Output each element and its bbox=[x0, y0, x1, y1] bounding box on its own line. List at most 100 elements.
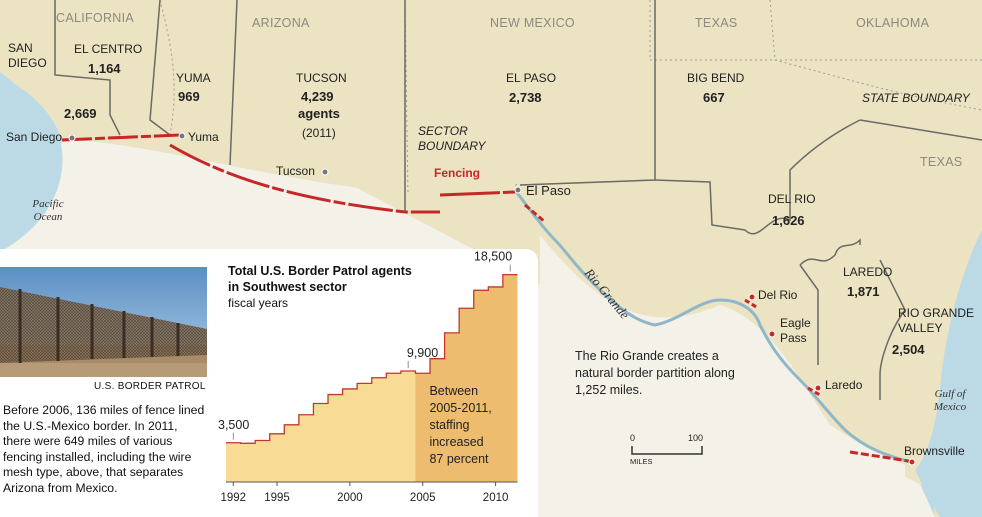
info-panel: U.S. BORDER PATROL Before 2006, 136 mile… bbox=[0, 249, 538, 517]
state-label-california: CALIFORNIA bbox=[56, 11, 135, 25]
sector-boundary-yuma-tucson bbox=[229, 0, 238, 166]
pacific-water bbox=[0, 72, 63, 252]
highlight-text-line-2: staffing bbox=[429, 418, 469, 432]
highlight-text-line-3: increased bbox=[429, 435, 483, 449]
fence-segment-west bbox=[61, 133, 181, 142]
sector-agents-big-bend: 667 bbox=[703, 90, 725, 105]
sector-label-rio-grande-valley-2: VALLEY bbox=[898, 321, 943, 335]
x-tick-label-2005: 2005 bbox=[410, 492, 436, 504]
sector-agents-rio-grande-valley: 2,504 bbox=[892, 342, 925, 357]
state-label-new-mexico: NEW MEXICO bbox=[490, 16, 575, 30]
sector-agents-el-centro: 1,164 bbox=[88, 61, 121, 76]
fence-note: Before 2006, 136 miles of fence lined th… bbox=[3, 403, 205, 495]
dot-tucson bbox=[321, 168, 329, 176]
river-note: The Rio Grande creates a natural border … bbox=[575, 349, 735, 397]
fence-photo bbox=[0, 267, 207, 377]
data-label-0: 3,500 bbox=[218, 418, 249, 432]
sector-agents-del-rio: 1,626 bbox=[772, 213, 805, 228]
chart-title: Total U.S. Border Patrol agents bbox=[228, 264, 412, 278]
state-boundaries bbox=[159, 0, 982, 196]
rio-grande-river bbox=[513, 189, 911, 464]
city-label-pass: Pass bbox=[780, 331, 807, 345]
highlight-text-line-1: 2005-2011, bbox=[429, 401, 491, 415]
sector-label-laredo: LAREDO bbox=[843, 265, 893, 279]
x-tick-label-1995: 1995 bbox=[264, 492, 290, 504]
dot-el-paso bbox=[514, 186, 522, 194]
sector-boundary-ec-yuma bbox=[149, 0, 171, 136]
sector-boundary-laredo-rgv bbox=[879, 259, 906, 400]
chart-subtitle: fiscal years bbox=[228, 296, 289, 310]
sector-label-yuma: YUMA bbox=[176, 71, 211, 85]
sector-boundary-sector-top bbox=[859, 119, 982, 141]
x-tick-label-2010: 2010 bbox=[483, 492, 509, 504]
fence-segment-arizona bbox=[169, 143, 440, 214]
sector-boundary-sd-ec bbox=[54, 0, 121, 136]
sector-label-el-paso: EL PASO bbox=[506, 71, 557, 85]
dot-brownsville bbox=[908, 458, 916, 466]
city-label-san-diego: San Diego bbox=[6, 130, 63, 144]
chart-plot-area: 1992 1995 2000 2005 2010 3,500 9,900 18,500 Betw… bbox=[218, 250, 518, 504]
city-label-del-rio: Del Rio bbox=[758, 288, 798, 302]
city-label-yuma: Yuma bbox=[188, 130, 219, 144]
chart-highlight-region bbox=[415, 274, 518, 482]
sector-agents-tucson-unit: agents bbox=[298, 106, 340, 121]
sector-label-del-rio: DEL RIO bbox=[768, 192, 816, 206]
chart-series-line bbox=[226, 273, 518, 444]
fence-lines bbox=[61, 133, 916, 464]
city-label-laredo: Laredo bbox=[825, 378, 863, 392]
us-mainland bbox=[0, 0, 982, 462]
scale-bar bbox=[631, 446, 703, 455]
city-label-brownsville: Brownsville bbox=[904, 444, 965, 458]
state-boundary-tx-ok bbox=[769, 0, 982, 111]
state-label-arizona: ARIZONA bbox=[252, 16, 310, 30]
highlight-text-line-4: 87 percent bbox=[429, 452, 489, 466]
city-label-el-paso: El Paso bbox=[526, 183, 571, 198]
sector-agents-tucson: 4,239 bbox=[301, 89, 334, 104]
sector-label-el-centro: EL CENTRO bbox=[74, 42, 143, 56]
x-tick-label-1992: 1992 bbox=[220, 492, 246, 504]
fence-segment-rio-2 bbox=[744, 298, 759, 310]
water-label-gulf: Gulf of Mexico bbox=[933, 388, 967, 414]
data-label-2: 18,500 bbox=[474, 250, 512, 264]
sector-boundary-delrio-laredo bbox=[799, 238, 861, 266]
state-label-texas: TEXAS bbox=[920, 155, 963, 169]
agents-chart: 1992 1995 2000 2005 2010 3,500 9,900 18,500 Betw… bbox=[218, 250, 518, 504]
dot-laredo bbox=[814, 384, 822, 392]
sector-boundary-delrio-east bbox=[799, 264, 819, 365]
sector-agents-tucson-year: (2011) bbox=[302, 126, 336, 140]
fence-segment-rio-1 bbox=[524, 203, 546, 224]
sector-boundaries bbox=[54, 0, 982, 400]
x-tick-label-2000: 2000 bbox=[337, 492, 363, 504]
water-label-pacific: Pacific Ocean bbox=[32, 198, 64, 224]
city-label-tucson: Tucson bbox=[276, 164, 315, 178]
sector-agents-yuma: 969 bbox=[178, 89, 200, 104]
sector-agents-laredo: 1,871 bbox=[847, 284, 880, 299]
state-label-oklahoma: OKLAHOMA bbox=[856, 16, 930, 30]
dot-eagle-pass bbox=[768, 330, 776, 338]
fence-photo-illustration bbox=[0, 267, 207, 377]
sector-label-rio-grande-valley: RIO GRANDE bbox=[898, 306, 975, 320]
highlight-text-line-0: Between bbox=[429, 384, 478, 398]
sector-label-san-diego: SAN bbox=[8, 41, 33, 55]
fencing-label: Fencing bbox=[434, 166, 481, 180]
scale-zero: 0 bbox=[630, 433, 636, 443]
fence-segment-elpaso bbox=[439, 190, 516, 197]
city-label-eagle: Eagle bbox=[780, 316, 811, 330]
data-label-1: 9,900 bbox=[407, 346, 438, 360]
dot-san-diego bbox=[68, 134, 76, 142]
sector-boundary-bigbend-delrio bbox=[654, 119, 861, 235]
sector-label-tucson: TUCSON bbox=[296, 71, 347, 85]
gulf-water bbox=[915, 230, 982, 517]
state-boundary-label: STATE BOUNDARY bbox=[862, 91, 970, 105]
sector-agents-el-paso: 2,738 bbox=[509, 90, 542, 105]
scale-unit: MILES bbox=[630, 457, 653, 466]
sector-agents-san-diego: 2,669 bbox=[64, 106, 97, 121]
state-boundary-nm-tx bbox=[649, 0, 982, 61]
sector-boundary-label-1: SECTOR bbox=[418, 124, 468, 138]
city-dots bbox=[68, 132, 916, 466]
photo-credit: U.S. BORDER PATROL bbox=[94, 381, 206, 392]
sector-label-big-bend: BIG BEND bbox=[687, 71, 745, 85]
scale-hundred: 100 bbox=[688, 433, 704, 443]
dot-yuma bbox=[178, 132, 186, 140]
